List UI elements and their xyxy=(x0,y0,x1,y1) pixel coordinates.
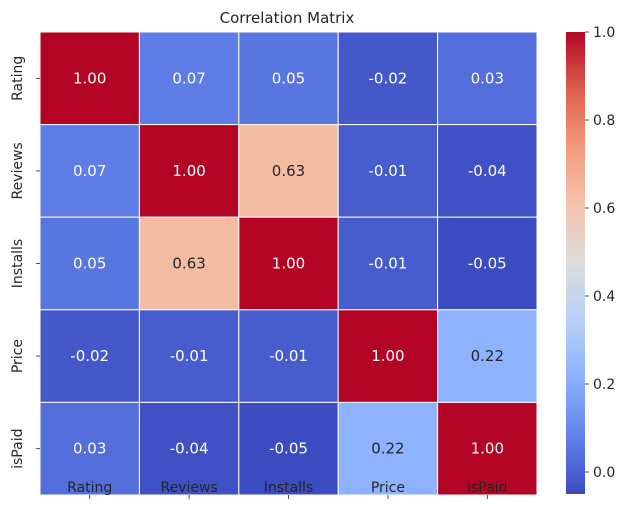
heatmap-cell xyxy=(437,401,538,496)
colorbar-tick-label: 0.2 xyxy=(593,377,615,393)
colorbar: 0.0 0.2 0.4 0.6 0.8 1.0 xyxy=(566,25,615,494)
heatmap-cell xyxy=(238,401,339,496)
heatmap-cell xyxy=(238,31,339,126)
heatmap-cell-value: -0.04 xyxy=(170,440,209,458)
heatmap-cell xyxy=(437,216,538,311)
heatmap-cell-value: 0.05 xyxy=(272,69,305,87)
heatmap-cell-value: 0.63 xyxy=(272,162,305,180)
heatmap-cell xyxy=(337,216,439,311)
heatmap-cell xyxy=(39,401,140,496)
heatmap-cell xyxy=(138,31,240,126)
heatmap-cell-value: 0.07 xyxy=(73,162,106,180)
heatmap-cell-value: -0.02 xyxy=(368,69,407,87)
heatmap-cell xyxy=(337,309,439,403)
heatmap-cell xyxy=(39,31,140,126)
heatmap-cell xyxy=(437,309,538,403)
y-axis-tick-labels: Rating Reviews Installs Price isPaid xyxy=(10,56,40,469)
x-axis-tick-label: Rating xyxy=(67,480,112,496)
heatmap-cell-value: -0.01 xyxy=(368,255,407,273)
heatmap-cells xyxy=(39,31,538,496)
x-axis-tick-label: isPaid xyxy=(467,480,507,496)
heatmap-cell-value: -0.02 xyxy=(70,347,109,365)
heatmap-cell xyxy=(138,309,240,403)
heatmap-cell xyxy=(138,216,240,311)
y-axis-tick-label: Price xyxy=(10,339,26,373)
y-axis-tick-label: isPaid xyxy=(10,429,26,469)
heatmap-cell xyxy=(437,124,538,218)
heatmap-cell xyxy=(337,31,439,126)
heatmap-cell-value: 0.63 xyxy=(172,255,205,273)
heatmap-cell xyxy=(437,31,538,126)
heatmap-cell-value: 0.05 xyxy=(73,255,106,273)
heatmap-cell-value: 0.07 xyxy=(172,69,205,87)
colorbar-tick-label: 0.0 xyxy=(593,465,615,481)
heatmap-cell xyxy=(39,124,140,218)
x-axis-tick-label: Reviews xyxy=(160,480,217,496)
heatmap-cell-value: 0.03 xyxy=(471,69,504,87)
x-axis-tick-label: Installs xyxy=(264,480,313,496)
heatmap-cell xyxy=(238,216,339,311)
heatmap-cell xyxy=(138,401,240,496)
heatmap-cell-value: -0.05 xyxy=(269,440,308,458)
colorbar-tick-label: 1.0 xyxy=(593,25,615,41)
heatmap-cell xyxy=(238,309,339,403)
y-axis-tick-label: Installs xyxy=(10,239,26,288)
heatmap-cell-value: 0.22 xyxy=(471,347,504,365)
x-axis-tick-labels: Rating Reviews Installs Price isPaid xyxy=(67,480,507,499)
heatmap-cell xyxy=(238,124,339,218)
chart-title: Correlation Matrix xyxy=(220,9,355,27)
heatmap-cell-value: 1.00 xyxy=(73,69,106,87)
heatmap-cell-labels: 1.00 0.07 0.05 -0.02 0.03 0.07 1.00 0.63 -0.01 -0… xyxy=(70,69,506,457)
y-axis-tick-label: Rating xyxy=(10,56,26,101)
heatmap-cell-value: 1.00 xyxy=(172,162,205,180)
colorbar-tick-label: 0.4 xyxy=(593,289,615,305)
heatmap-cell-value: 1.00 xyxy=(272,255,305,273)
heatmap-cell-value: -0.05 xyxy=(468,255,507,273)
heatmap-cell-value: -0.01 xyxy=(170,347,209,365)
y-axis-tick-label: Reviews xyxy=(10,142,26,199)
heatmap-cell-value: 0.03 xyxy=(73,440,106,458)
x-axis-tick-label: Price xyxy=(371,480,405,496)
colorbar-tick-label: 0.6 xyxy=(593,201,615,217)
heatmap-cell-value: -0.01 xyxy=(368,162,407,180)
heatmap-cell-value: 0.22 xyxy=(371,440,404,458)
heatmap-cell-value: 1.00 xyxy=(371,347,404,365)
heatmap-cell-value: -0.01 xyxy=(269,347,308,365)
heatmap-cell-value: -0.04 xyxy=(468,162,507,180)
colorbar-gradient xyxy=(566,32,585,494)
heatmap-cell-value: 1.00 xyxy=(471,440,504,458)
colorbar-tick-label: 0.8 xyxy=(593,113,615,129)
